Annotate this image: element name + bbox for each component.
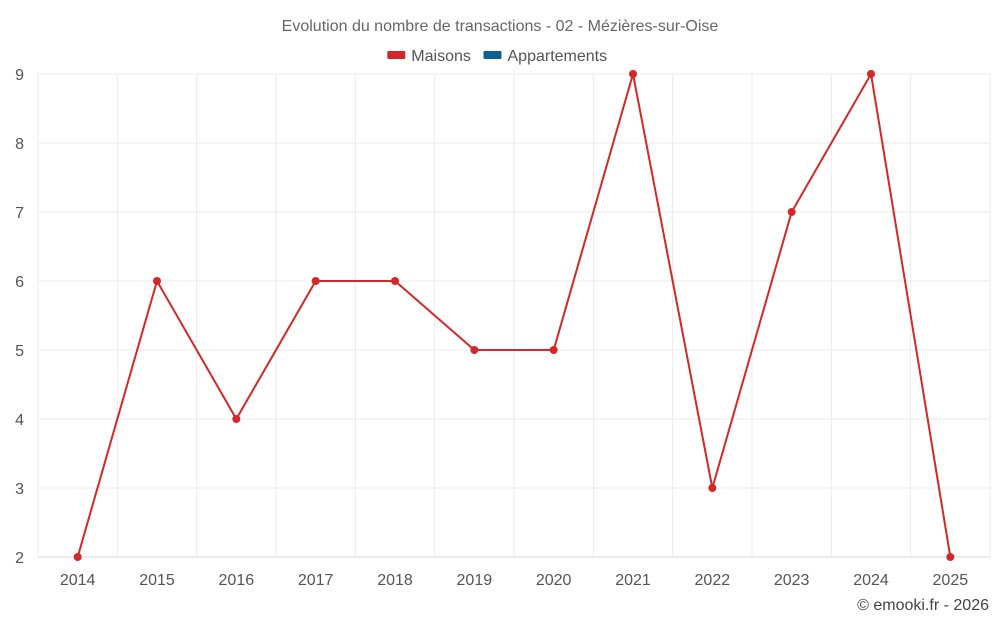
x-tick-label: 2014	[60, 572, 96, 589]
data-point	[311, 277, 320, 285]
x-tick-label: 2016	[219, 572, 255, 589]
data-point	[787, 208, 796, 216]
credit-text: © emooki.fr - 2026	[857, 597, 989, 614]
y-tick-label: 2	[15, 550, 24, 567]
legend-swatch	[483, 51, 502, 59]
x-tick-label: 2015	[139, 572, 175, 589]
x-tick-label: 2017	[298, 572, 334, 589]
y-tick-label: 4	[15, 412, 24, 429]
y-tick-label: 6	[15, 274, 24, 291]
y-tick-label: 5	[15, 343, 24, 360]
series-layer	[73, 70, 955, 561]
y-tick-label: 9	[15, 67, 24, 84]
y-tick-label: 8	[15, 136, 24, 153]
data-point	[232, 415, 241, 423]
y-tick-label: 3	[15, 481, 24, 498]
data-point	[629, 70, 637, 78]
data-point	[946, 553, 955, 561]
x-tick-label: 2022	[695, 572, 731, 589]
legend: Maisons Appartements	[387, 48, 607, 65]
data-point	[73, 553, 82, 561]
x-tick-label: 2018	[377, 572, 413, 589]
legend-label: Maisons	[411, 48, 471, 65]
series-line	[76, 71, 952, 558]
chart-title: Evolution du nombre de transactions - 02…	[282, 18, 719, 35]
data-point	[867, 70, 875, 78]
x-tick-label: 2024	[853, 572, 889, 589]
data-point	[470, 346, 479, 354]
data-point	[153, 277, 161, 285]
data-point	[549, 346, 558, 354]
y-tick-label: 7	[15, 205, 24, 222]
x-tick-label: 2023	[774, 572, 810, 589]
x-axis-ticks: 2014 2015 2016 2017 2018 2019 2020 2021 2022 2023…	[60, 572, 968, 589]
data-point	[708, 484, 717, 492]
x-tick-label: 2020	[536, 572, 572, 589]
legend-label: Appartements	[508, 48, 608, 65]
grid	[37, 73, 991, 558]
legend-swatch	[387, 51, 406, 59]
x-tick-label: 2025	[933, 572, 969, 589]
x-tick-label: 2019	[457, 572, 493, 589]
x-tick-label: 2021	[615, 572, 651, 589]
y-axis-ticks: 2 3 4 5 6 7 8 9	[15, 67, 24, 567]
data-point	[391, 277, 399, 285]
